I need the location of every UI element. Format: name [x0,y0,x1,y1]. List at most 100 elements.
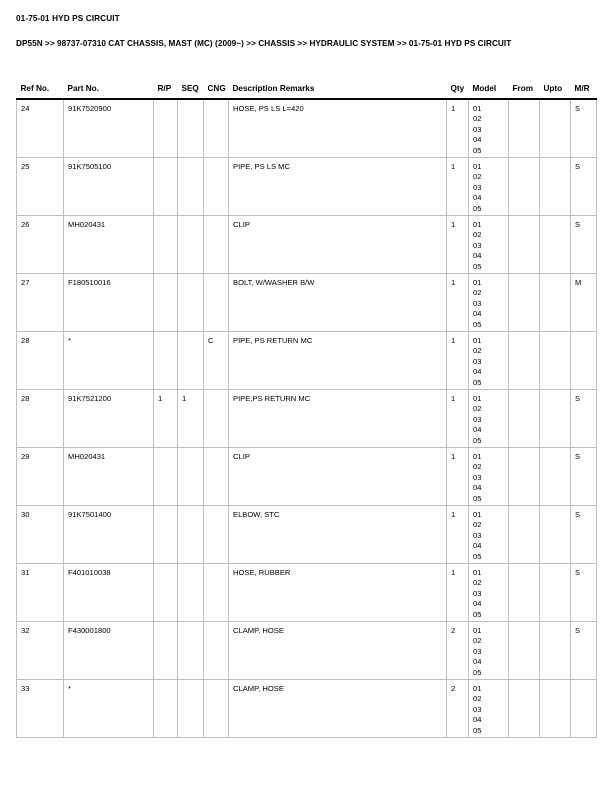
cell-cng [203,157,229,216]
model-code: 03 [473,298,482,308]
cell-qty: 1 [446,331,469,390]
cell-cng [203,215,229,274]
cell-from [508,563,540,622]
cell-ref-no: 26 [16,215,64,274]
model-code: 01 [473,162,482,171]
model-code: 03 [473,414,482,424]
cell-description: ELBOW, STC [228,505,447,564]
cell-from [508,215,540,274]
model-code: 04 [473,541,482,551]
cell-rp [153,679,178,738]
model-code: 04 [473,483,482,493]
model-code: 05 [473,261,482,271]
model-code: 02 [473,520,482,530]
cell-ref-no: 28 [16,331,64,390]
model-code: 01 [473,626,482,635]
cell-ref-no: 33 [16,679,64,738]
cell-seq [177,679,204,738]
cell-cng [203,447,229,506]
model-code: 01 [473,568,482,577]
model-code: 03 [473,124,482,134]
model-code: 04 [473,657,482,667]
model-code: 03 [473,530,482,540]
cell-from [508,679,540,738]
model-code: 05 [473,145,482,155]
cell-qty: 2 [446,621,469,680]
model-code: 02 [473,114,482,124]
cell-qty: 1 [446,273,469,332]
model-code: 02 [473,578,482,588]
cell-rp [153,563,178,622]
cell-mr: S [570,215,597,274]
column-header-upto: Upto [543,84,563,93]
cell-seq [177,273,204,332]
cell-upto [539,505,571,564]
model-code: 05 [473,725,482,735]
model-code: 04 [473,135,482,145]
table-row: 28 91K7521200 1 1 PIPE,PS RETURN MC 1 01 02 03 04… [16,389,597,448]
cell-from [508,331,540,390]
cell-upto [539,157,571,216]
table-row: 31 F401010038 HOSE, RUBBER 1 01 02 03 04 05 S [16,563,597,622]
cell-seq [177,331,204,390]
column-header-ref-no: Ref No. [20,84,50,93]
cell-upto [539,679,571,738]
cell-qty: 2 [446,679,469,738]
table-row: 32 F430001800 CLAMP, HOSE 2 01 02 03 04 05 S [16,621,597,680]
cell-rp [153,157,178,216]
cell-model: 01 02 03 04 05 [468,215,509,274]
cell-seq [177,505,204,564]
parts-table: Ref No. Part No. R/P SEQ CNG Description Rema… [16,84,597,738]
column-header-seq: SEQ [181,84,199,93]
model-code: 02 [473,462,482,472]
cell-upto [539,215,571,274]
cell-model: 01 02 03 04 05 [468,505,509,564]
model-code: 02 [473,230,482,240]
column-header-from: From [512,84,533,93]
cell-rp [153,215,178,274]
model-code: 01 [473,394,482,403]
model-code: 01 [473,452,482,461]
cell-description: HOSE, PS LS L=420 [228,99,447,158]
cell-upto [539,389,571,448]
model-code: 03 [473,588,482,598]
model-code: 01 [473,278,482,287]
model-code: 05 [473,667,482,677]
column-header-mr: M/R [574,84,590,93]
cell-cng [203,389,229,448]
model-code: 05 [473,203,482,213]
cell-seq [177,621,204,680]
cell-qty: 1 [446,447,469,506]
cell-seq [177,215,204,274]
column-header-qty: Qty [450,84,465,93]
cell-seq [177,447,204,506]
cell-cng: C [203,331,229,390]
cell-mr: S [570,563,597,622]
cell-ref-no: 28 [16,389,64,448]
cell-description: CLIP [228,215,447,274]
model-code: 02 [473,172,482,182]
cell-part-no: F401010038 [63,563,154,622]
cell-description: BOLT, W/WASHER B/W [228,273,447,332]
cell-model: 01 02 03 04 05 [468,331,509,390]
cell-seq [177,99,204,158]
cell-rp [153,447,178,506]
cell-mr: S [570,447,597,506]
table-row: 29 MH020431 CLIP 1 01 02 03 04 05 S [16,447,597,506]
model-code: 03 [473,240,482,250]
cell-rp [153,505,178,564]
model-code: 05 [473,551,482,561]
table-header-row: Ref No. Part No. R/P SEQ CNG Description Rema… [16,84,597,99]
cell-from [508,621,540,680]
cell-from [508,505,540,564]
cell-ref-no: 24 [16,99,64,158]
cell-rp [153,621,178,680]
cell-model: 01 02 03 04 05 [468,679,509,738]
cell-rp [153,273,178,332]
cell-mr: S [570,621,597,680]
cell-qty: 1 [446,99,469,158]
cell-description: HOSE, RUBBER [228,563,447,622]
cell-mr: S [570,157,597,216]
cell-rp: 1 [153,389,178,448]
